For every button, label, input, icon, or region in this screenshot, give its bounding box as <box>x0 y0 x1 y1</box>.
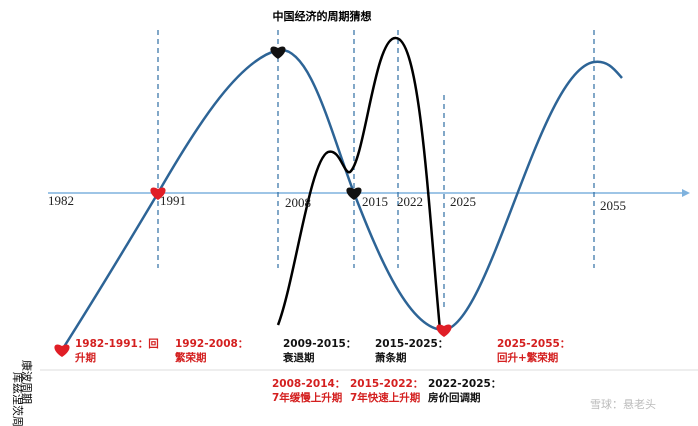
year-label: 2008 <box>285 195 311 210</box>
phase-label: 2008-2014： <box>272 378 345 390</box>
year-label: 2022 <box>397 194 423 209</box>
phase-label: 繁荣期 <box>174 351 207 364</box>
year-label: 1982 <box>48 193 74 208</box>
axis-arrow <box>682 189 690 197</box>
phase-label: 房价回调期 <box>428 391 481 404</box>
phase-label: 萧条期 <box>375 351 407 364</box>
year-label: 1991 <box>160 193 186 208</box>
kuznets-label: 库兹涅茨周期 <box>11 372 25 426</box>
period-dividers <box>157 30 595 310</box>
phase-label: 升期 <box>75 351 96 364</box>
heart-marker <box>150 187 166 200</box>
phase-label: 2022-2025： <box>428 378 501 390</box>
year-label: 2015 <box>362 194 388 209</box>
kondratiev-curve <box>60 48 623 351</box>
phase-label: 2015-2022： <box>350 378 423 390</box>
phase-label: 2009-2015： <box>283 338 356 350</box>
phase-label: 7年缓慢上升期 <box>272 391 342 404</box>
kuznets-curve <box>276 36 442 331</box>
heart-marker <box>436 324 452 337</box>
phase-label: 1992-2008： <box>175 338 248 350</box>
phase-label: 2015-2025： <box>375 338 448 350</box>
phase-label: 7年快速上升期 <box>350 391 420 404</box>
heart-marker <box>54 344 70 357</box>
phase-label: 2025-2055： <box>497 338 570 350</box>
watermark: 雪球：悬老头 <box>590 397 656 411</box>
kondratiev-label: 康波周期 <box>20 360 34 404</box>
heart-marker <box>346 187 362 200</box>
phase-label: 衰退期 <box>282 351 315 364</box>
title: 中国经济的周期猜想 <box>273 9 372 23</box>
heart-marker <box>270 46 286 59</box>
phase-label: 1982-1991：回 <box>75 338 159 350</box>
year-label: 2025 <box>450 194 476 209</box>
phase-label: 回升+繁荣期 <box>497 351 558 364</box>
year-label: 2055 <box>600 198 626 213</box>
